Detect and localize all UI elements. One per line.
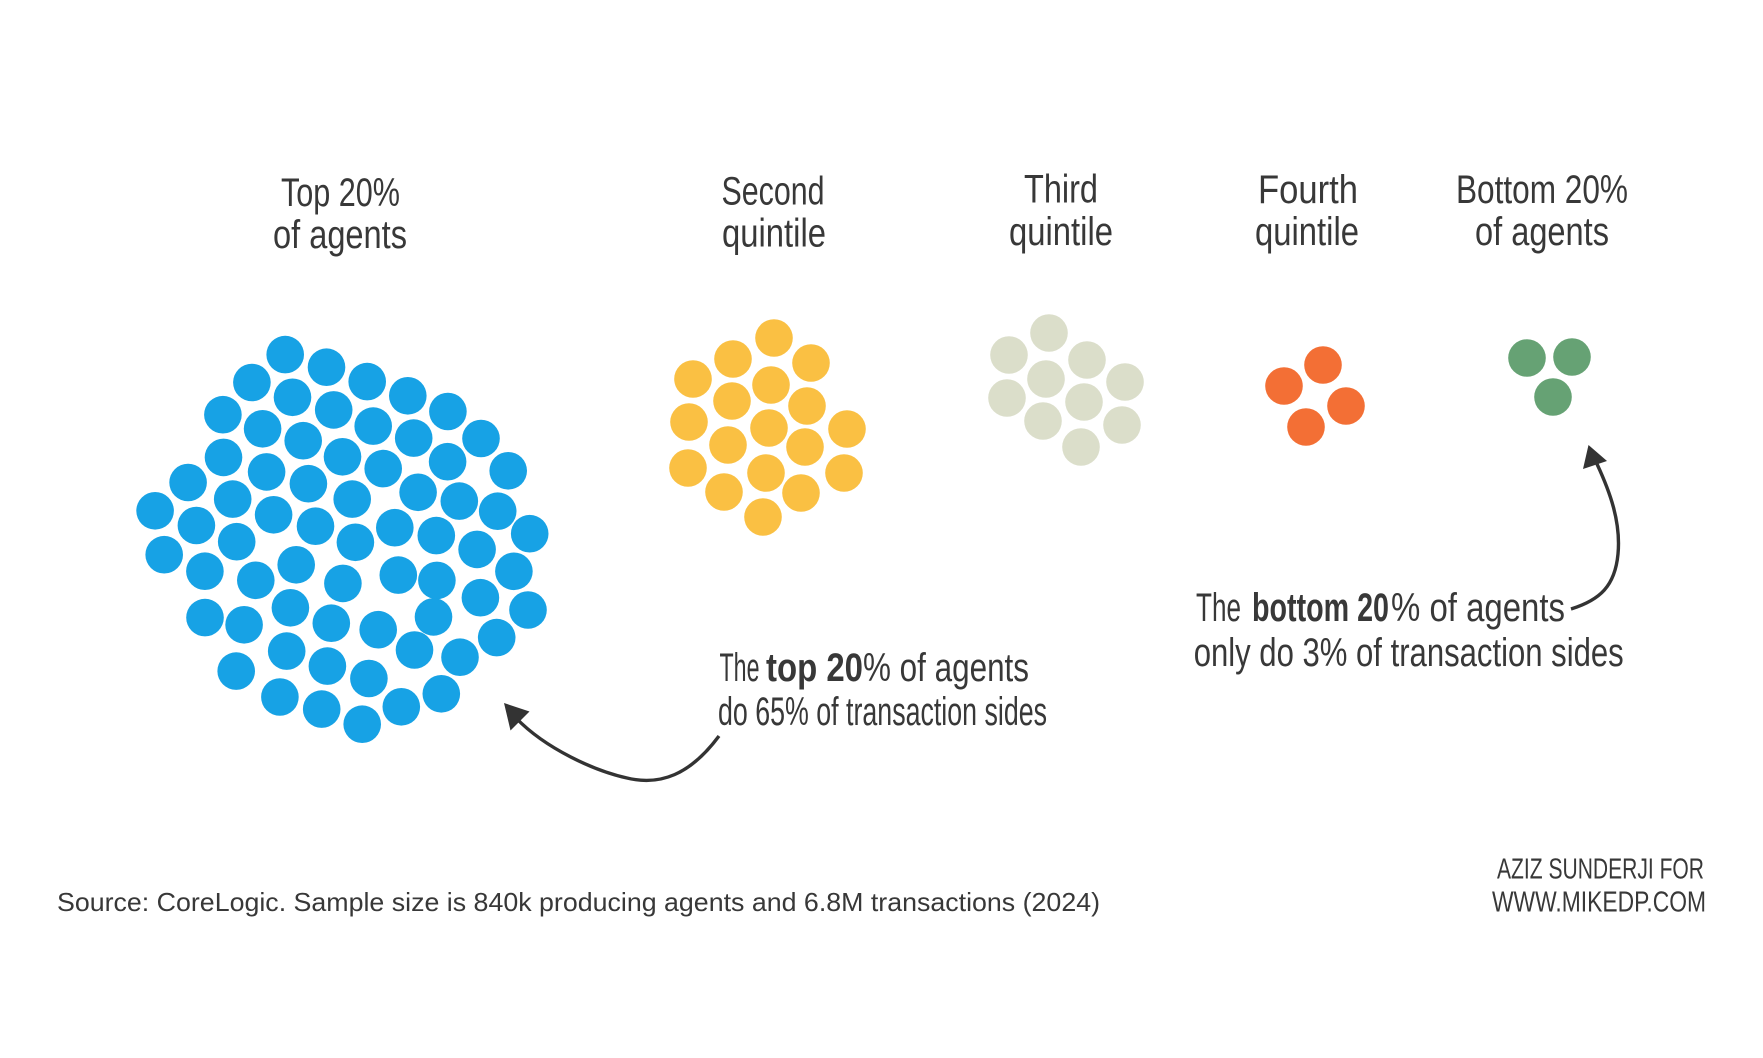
svg-text:bottom 20: bottom 20 <box>1252 586 1389 630</box>
svg-text:of agents: of agents <box>1475 210 1609 254</box>
svg-text:The: The <box>720 646 760 690</box>
svg-text:Third: Third <box>1024 168 1098 212</box>
svg-text:% of agents: % of agents <box>863 646 1029 690</box>
svg-text:Top 20%: Top 20% <box>281 171 400 215</box>
svg-text:quintile: quintile <box>1255 210 1359 254</box>
svg-text:of agents: of agents <box>273 213 407 257</box>
svg-text:do 65% of transaction sides: do 65% of transaction sides <box>718 690 1047 734</box>
svg-text:% of agents: % of agents <box>1391 586 1565 630</box>
svg-text:quintile: quintile <box>722 212 826 256</box>
svg-text:Second: Second <box>722 170 825 214</box>
svg-text:AZIZ SUNDERJI FOR: AZIZ SUNDERJI FOR <box>1497 854 1704 886</box>
svg-text:top 20: top 20 <box>766 646 863 690</box>
svg-text:Fourth: Fourth <box>1258 168 1358 212</box>
svg-text:quintile: quintile <box>1009 210 1113 254</box>
svg-text:only do 3% of transaction side: only do 3% of transaction sides <box>1194 631 1624 675</box>
svg-text:Bottom 20%: Bottom 20% <box>1456 168 1628 212</box>
svg-text:Source: CoreLogic. Sample size: Source: CoreLogic. Sample size is 840k p… <box>57 887 1100 917</box>
svg-text:The: The <box>1196 586 1241 630</box>
svg-text:WWW.MIKEDP.COM: WWW.MIKEDP.COM <box>1492 887 1706 919</box>
